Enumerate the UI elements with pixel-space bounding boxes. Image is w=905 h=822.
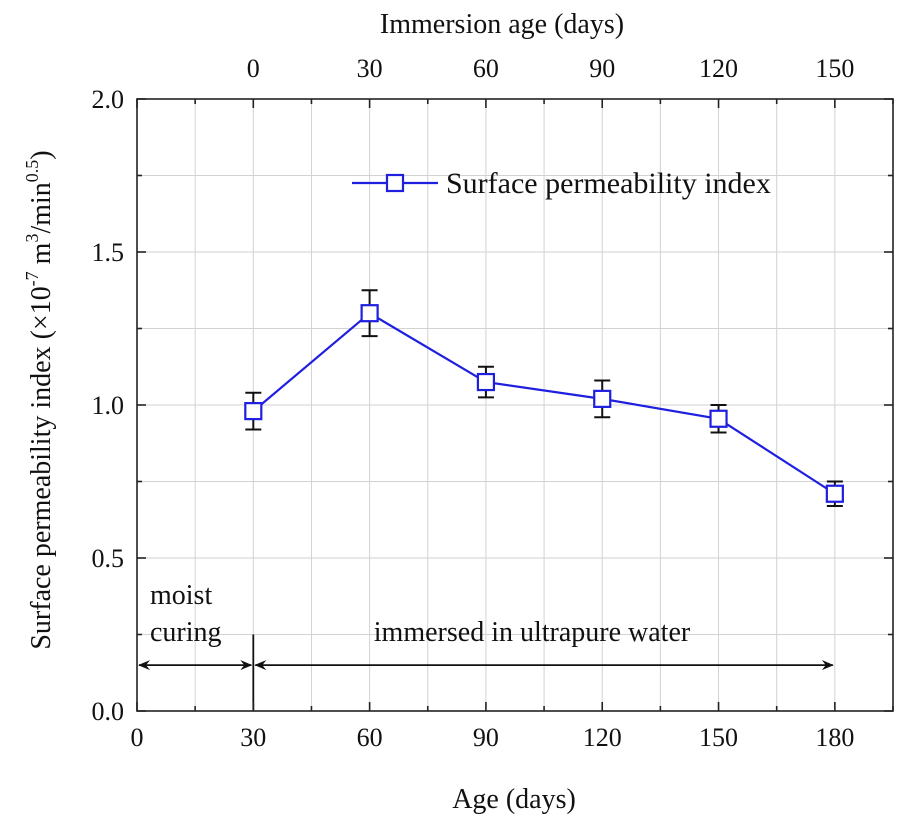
immersed-label: immersed in ultrapure water: [374, 617, 691, 648]
data-point: [476, 372, 496, 392]
data-point: [709, 409, 728, 428]
data-point: [825, 484, 844, 503]
x-tick-label: 150: [699, 723, 738, 752]
legend: Surface permeability index: [352, 167, 771, 200]
legend-marker: [385, 173, 405, 193]
x-tick-label: 0: [131, 723, 144, 752]
y-tick-label: 1.5: [92, 238, 125, 267]
data-point: [244, 402, 263, 421]
x-tick-label: 90: [473, 723, 499, 752]
x2-tick-label: 120: [699, 54, 738, 83]
x-tick-label: 120: [583, 723, 622, 752]
data-point: [360, 304, 379, 323]
series-layer: [244, 289, 844, 507]
x-axis-title: Age (days): [452, 784, 576, 815]
y-tick-label: 0.0: [92, 697, 125, 726]
y-tick-label: 2.0: [92, 85, 125, 114]
x2-axis-title: Immersion age (days): [380, 9, 624, 40]
x-tick-label: 30: [240, 723, 266, 752]
y-axis-title: Surface permeability index (×10-7 m3/min…: [22, 150, 57, 649]
x2-tick-label: 90: [589, 54, 615, 83]
x2-tick-label: 30: [357, 54, 383, 83]
moist-curing-label-line2: curing: [150, 617, 222, 648]
x-tick-label: 60: [357, 723, 383, 752]
x-tick-label: 180: [815, 723, 854, 752]
x2-tick-label: 0: [247, 54, 260, 83]
x2-tick-label: 60: [473, 54, 499, 83]
moist-curing-label-line1: moist: [150, 580, 212, 611]
y-tick-label: 0.5: [92, 544, 125, 573]
grid: [137, 99, 893, 711]
y-tick-label: 1.0: [92, 391, 125, 420]
annotation-layer: moist curing immersed in ultrapure water: [138, 580, 834, 711]
series-line: [252, 311, 836, 495]
x2-tick-label: 150: [815, 54, 854, 83]
legend-label: Surface permeability index: [446, 167, 771, 200]
tick-layer: 0 30 60 90 120 150 180 0 30 60 90 120 150 0.0 0.5 1.0 1.…: [92, 54, 894, 752]
data-point: [593, 389, 612, 408]
